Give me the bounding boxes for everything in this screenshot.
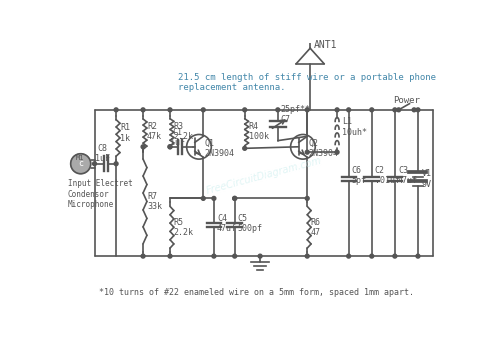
Circle shape — [141, 108, 145, 112]
Circle shape — [258, 254, 262, 258]
Text: R7
33k: R7 33k — [147, 192, 162, 211]
Circle shape — [70, 154, 90, 174]
Circle shape — [416, 254, 420, 258]
Text: Input Electret
Condensor
Microphone: Input Electret Condensor Microphone — [68, 179, 132, 209]
Circle shape — [168, 145, 172, 149]
Circle shape — [306, 108, 309, 112]
Text: R1
1k: R1 1k — [120, 123, 130, 143]
Circle shape — [393, 254, 397, 258]
Text: C3
47uf: C3 47uf — [398, 166, 418, 185]
Circle shape — [335, 150, 339, 154]
Circle shape — [412, 108, 416, 112]
Text: *10 turns of #22 enameled wire on a 5mm form, spaced 1mm apart.: *10 turns of #22 enameled wire on a 5mm … — [99, 288, 414, 297]
Circle shape — [141, 254, 145, 258]
Circle shape — [416, 108, 420, 112]
Circle shape — [335, 108, 339, 112]
Text: C1
1uF: C1 1uF — [170, 128, 185, 147]
Circle shape — [168, 254, 172, 258]
Circle shape — [212, 254, 216, 258]
Text: Q2
2N3904: Q2 2N3904 — [309, 139, 339, 158]
Circle shape — [233, 196, 236, 200]
Circle shape — [306, 150, 309, 154]
Circle shape — [393, 108, 397, 112]
Text: Power: Power — [393, 96, 420, 105]
Circle shape — [202, 108, 205, 112]
Circle shape — [306, 196, 309, 200]
Circle shape — [306, 254, 309, 258]
Text: R2
47k: R2 47k — [147, 122, 162, 141]
Text: M1: M1 — [76, 155, 84, 161]
Circle shape — [370, 254, 374, 258]
Circle shape — [114, 108, 118, 112]
Text: R4
100k: R4 100k — [248, 122, 268, 141]
Text: 25pf**
C7: 25pf** C7 — [280, 105, 310, 124]
Text: C4
47uf: C4 47uf — [217, 214, 237, 233]
Text: C5
500pf: C5 500pf — [238, 214, 263, 233]
Circle shape — [233, 196, 236, 200]
Text: R3
2.2k: R3 2.2k — [174, 122, 194, 141]
Circle shape — [346, 254, 350, 258]
Circle shape — [212, 196, 216, 200]
Text: c: c — [78, 159, 83, 168]
Text: Q1
2N3904: Q1 2N3904 — [205, 139, 235, 158]
Circle shape — [168, 108, 172, 112]
Circle shape — [243, 146, 246, 150]
Circle shape — [233, 254, 236, 258]
Circle shape — [141, 145, 145, 149]
Text: FreeCircuitDiagram.com: FreeCircuitDiagram.com — [205, 155, 323, 196]
Text: L1
10uh*: L1 10uh* — [342, 117, 366, 137]
Circle shape — [346, 108, 350, 112]
Text: ANT1: ANT1 — [314, 40, 338, 50]
Text: C8
1uF: C8 1uF — [95, 144, 110, 164]
Text: R6
47: R6 47 — [310, 217, 320, 237]
Circle shape — [168, 145, 172, 149]
Text: V1
9V: V1 9V — [422, 170, 432, 189]
Text: 21.5 cm length of stiff wire or a portable phone
replacement antenna.: 21.5 cm length of stiff wire or a portab… — [178, 73, 436, 92]
Circle shape — [397, 108, 400, 112]
Circle shape — [92, 162, 96, 166]
Circle shape — [370, 108, 374, 112]
Text: C2
.01uf: C2 .01uf — [375, 166, 400, 185]
Circle shape — [114, 162, 118, 166]
Text: C6
5pf: C6 5pf — [352, 166, 366, 185]
Circle shape — [202, 196, 205, 200]
Circle shape — [276, 108, 280, 112]
Circle shape — [243, 108, 246, 112]
Text: R5
2.2k: R5 2.2k — [174, 217, 194, 237]
